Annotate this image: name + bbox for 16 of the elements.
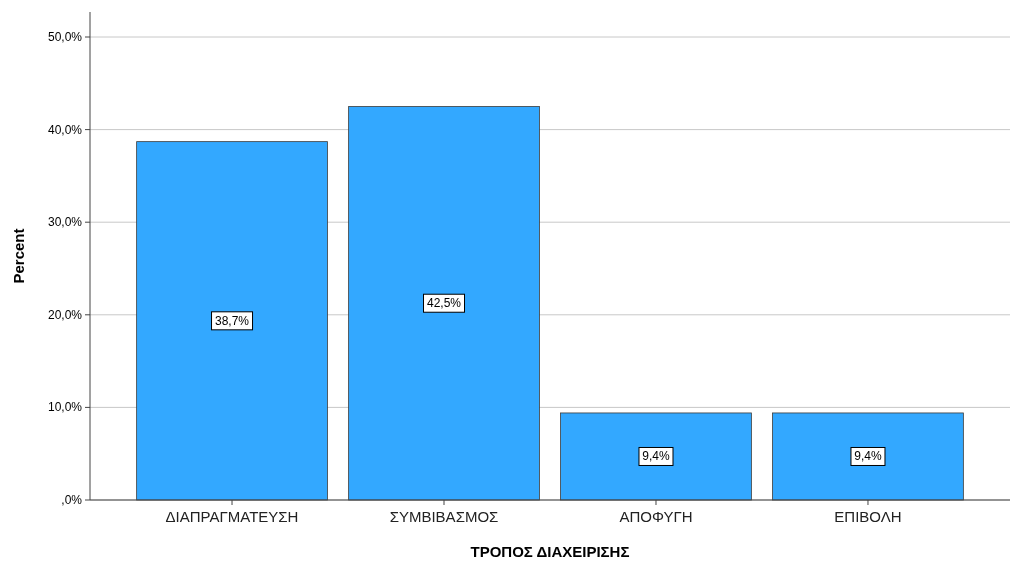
data-label: 9,4% — [642, 449, 670, 464]
x-axis-title: ΤΡΟΠΟΣ ΔΙΑΧΕΙΡΙΣΗΣ — [470, 543, 630, 560]
data-label: 42,5% — [426, 296, 462, 311]
x-tick-label: ΕΠΙΒΟΛΗ — [834, 508, 902, 525]
x-tick-label: ΔΙΑΠΡΑΓΜΑΤΕΥΣΗ — [165, 508, 299, 525]
x-tick-label: ΑΠΟΦΥΓΗ — [619, 508, 693, 525]
y-tick-label: 50,0% — [47, 30, 83, 44]
y-tick-label: ,0% — [61, 493, 83, 507]
y-tick-label: 10,0% — [47, 400, 83, 415]
y-tick-label: 20,0% — [47, 307, 83, 322]
y-tick-label: 30,0% — [47, 215, 83, 230]
data-label: 38,7% — [215, 313, 250, 328]
data-label: 9,4% — [854, 449, 882, 464]
y-axis-title: Percent — [10, 228, 27, 284]
x-tick-label: ΣΥΜΒΙΒΑΣΜΟΣ — [389, 508, 499, 525]
y-tick-label: 40,0% — [47, 122, 83, 137]
